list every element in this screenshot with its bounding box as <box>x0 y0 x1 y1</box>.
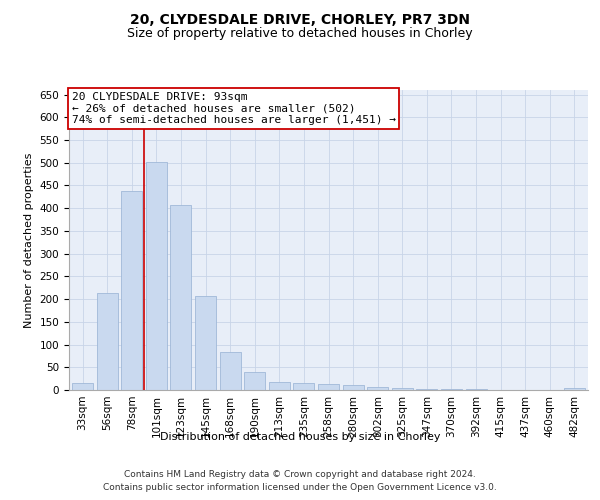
Bar <box>220 352 241 390</box>
Bar <box>72 383 93 390</box>
Bar <box>441 389 462 390</box>
Bar <box>293 382 314 390</box>
Text: Contains HM Land Registry data © Crown copyright and database right 2024.
Contai: Contains HM Land Registry data © Crown c… <box>103 470 497 492</box>
Bar <box>416 388 437 390</box>
Bar <box>466 389 487 390</box>
Y-axis label: Number of detached properties: Number of detached properties <box>24 152 34 328</box>
Bar <box>170 204 191 390</box>
Text: Distribution of detached houses by size in Chorley: Distribution of detached houses by size … <box>160 432 440 442</box>
Bar <box>244 372 265 390</box>
Bar <box>195 296 216 390</box>
Bar <box>121 192 142 390</box>
Bar <box>146 162 167 390</box>
Bar <box>269 382 290 390</box>
Bar <box>392 388 413 390</box>
Text: 20 CLYDESDALE DRIVE: 93sqm
← 26% of detached houses are smaller (502)
74% of sem: 20 CLYDESDALE DRIVE: 93sqm ← 26% of deta… <box>71 92 395 124</box>
Bar <box>343 386 364 390</box>
Bar <box>367 388 388 390</box>
Bar <box>97 293 118 390</box>
Bar <box>564 388 585 390</box>
Bar <box>318 384 339 390</box>
Text: 20, CLYDESDALE DRIVE, CHORLEY, PR7 3DN: 20, CLYDESDALE DRIVE, CHORLEY, PR7 3DN <box>130 12 470 26</box>
Text: Size of property relative to detached houses in Chorley: Size of property relative to detached ho… <box>127 28 473 40</box>
